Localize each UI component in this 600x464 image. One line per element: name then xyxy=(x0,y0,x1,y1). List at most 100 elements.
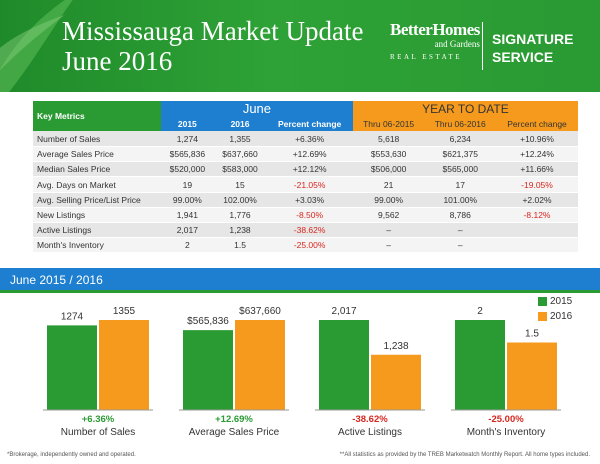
bar-2016 xyxy=(99,320,149,410)
table-cell: 9,562 xyxy=(352,207,425,224)
header-banner: Mississauga Market Update June 2016 Bett… xyxy=(0,0,600,92)
table-cell: +12.24% xyxy=(496,146,578,163)
chart-legend: 2015 2016 xyxy=(538,296,572,326)
legend-item-2015: 2015 xyxy=(538,296,572,307)
table-cell: 1,776 xyxy=(213,207,267,224)
signature-service: SIGNATURE SERVICE xyxy=(492,30,573,66)
table-row: Active Listings 2,017 1,238 -38.62% – – xyxy=(33,222,578,239)
table-cell: – xyxy=(352,222,425,239)
table-cell: $553,630 xyxy=(352,146,425,163)
table-cell: 21 xyxy=(352,176,425,193)
bar-2016 xyxy=(235,320,285,410)
brand-word-better: Better xyxy=(390,20,433,39)
brand-tagline: and Gardens xyxy=(434,39,480,49)
bar-value-label: 1.5 xyxy=(525,329,539,340)
table-cell: 5,618 xyxy=(352,131,425,148)
bar-2015 xyxy=(455,320,505,410)
table-cell: 99.00% xyxy=(352,192,425,208)
bar-value-label: 2,017 xyxy=(331,306,356,317)
bar-value-label: 1355 xyxy=(113,306,136,317)
row-label: Avg. Days on Market xyxy=(33,176,161,193)
bar-value-label: $565,836 xyxy=(187,316,229,327)
bar-2015 xyxy=(319,320,369,410)
column-header: Percent change xyxy=(496,116,578,132)
table-cell: +3.03% xyxy=(266,192,353,208)
percent-change-label: -25.00% xyxy=(488,414,524,425)
table-cell: 15 xyxy=(213,176,267,193)
bar-value-label: $637,660 xyxy=(239,306,281,317)
key-metrics-header: Key Metrics xyxy=(33,101,161,132)
table-cell: +12.69% xyxy=(266,146,353,163)
page-title: Mississauga Market Update xyxy=(62,16,364,46)
table-cell: $637,660 xyxy=(213,146,267,163)
footer-note-left: *Brokerage, independently owned and oper… xyxy=(7,452,136,458)
brand-word-homes: Homes xyxy=(432,20,480,39)
table-row: Avg. Days on Market 19 15 -21.05% 21 17 -19.05… xyxy=(33,176,578,193)
section-title: June 2015 / 2016 xyxy=(10,273,103,287)
table-cell: 19 xyxy=(161,176,214,193)
table-cell: – xyxy=(424,237,497,254)
table-cell: -8.50% xyxy=(266,207,353,224)
table-row: Number of Sales 1,274 1,355 +6.36% 5,618 6,23… xyxy=(33,131,578,148)
legend-item-2016: 2016 xyxy=(538,311,572,322)
table-cell: 8,786 xyxy=(424,207,497,224)
table-cell: $583,000 xyxy=(213,161,267,178)
table-cell: $565,836 xyxy=(161,146,214,163)
table-cell: 102.00% xyxy=(213,192,267,208)
table-cell: $565,000 xyxy=(424,161,497,178)
bar-value-label: 2 xyxy=(477,306,483,317)
signature-line2: SERVICE xyxy=(492,49,554,65)
table-cell: 1,355 xyxy=(213,131,267,148)
table-cell: +12.12% xyxy=(266,161,353,178)
table-cell: 2 xyxy=(161,237,214,254)
row-label: Average Sales Price xyxy=(33,146,161,163)
table-row: Month's Inventory 2 1.5 -25.00% – – xyxy=(33,237,578,254)
ytd-header: YEAR TO DATE xyxy=(352,101,578,117)
column-header: 2016 xyxy=(213,116,267,132)
category-label: Month's Inventory xyxy=(467,427,546,438)
category-label: Average Sales Price xyxy=(189,427,280,438)
section-divider xyxy=(0,290,600,293)
table-cell: +11.66% xyxy=(496,161,578,178)
table-cell: 17 xyxy=(424,176,497,193)
bar-2016 xyxy=(371,354,421,410)
table-cell: -19.05% xyxy=(496,176,578,193)
column-header: 2015 xyxy=(161,116,214,132)
table-cell: -21.05% xyxy=(266,176,353,193)
legend-label: 2016 xyxy=(550,311,573,322)
row-label: Avg. Selling Price/List Price xyxy=(33,192,161,208)
table-cell: +10.96% xyxy=(496,131,578,148)
table-cell: -25.00% xyxy=(266,237,353,254)
table-row: Median Sales Price $520,000 $583,000 +12.12… xyxy=(33,161,578,178)
row-label: Month's Inventory xyxy=(33,237,161,254)
table-cell: 99.00% xyxy=(161,192,214,208)
table-cell: 1,274 xyxy=(161,131,214,148)
bar-2015 xyxy=(47,325,97,410)
table-row: New Listings 1,941 1,776 -8.50% 9,562 8,786 -8… xyxy=(33,207,578,224)
legend-swatch-green xyxy=(538,297,547,306)
page-subtitle: June 2016 xyxy=(62,46,173,76)
brand-logo: BetterHomes and Gardens REAL ESTATE xyxy=(390,20,480,61)
table-cell xyxy=(496,237,578,254)
june-header: June xyxy=(161,101,353,117)
column-header: Percent change xyxy=(266,116,353,132)
table-cell: 6,234 xyxy=(424,131,497,148)
brand-subline: REAL ESTATE xyxy=(390,53,462,61)
bar-value-label: 1274 xyxy=(61,311,84,322)
column-header: Thru 06-2015 xyxy=(352,116,425,132)
key-metrics-table: Key Metrics June YEAR TO DATE 2015 2016 … xyxy=(33,101,578,254)
bar-value-label: 1,238 xyxy=(383,341,408,352)
table-cell: $520,000 xyxy=(161,161,214,178)
bar-2016 xyxy=(507,342,557,410)
comparison-bar-chart: 1274 1355 +6.36% Number of Sales $565,836 $63… xyxy=(43,306,561,438)
table-row: Average Sales Price $565,836 $637,660 +12.6… xyxy=(33,146,578,163)
table-cell: – xyxy=(352,237,425,254)
category-label: Active Listings xyxy=(338,427,402,438)
percent-change-label: -38.62% xyxy=(352,414,388,425)
table-cell: 1,941 xyxy=(161,207,214,224)
table-cell: 1,238 xyxy=(213,222,267,239)
table-cell: -8.12% xyxy=(496,207,578,224)
column-header: Thru 06-2016 xyxy=(424,116,497,132)
table-cell: +6.36% xyxy=(266,131,353,148)
percent-change-label: +12.69% xyxy=(215,414,253,425)
